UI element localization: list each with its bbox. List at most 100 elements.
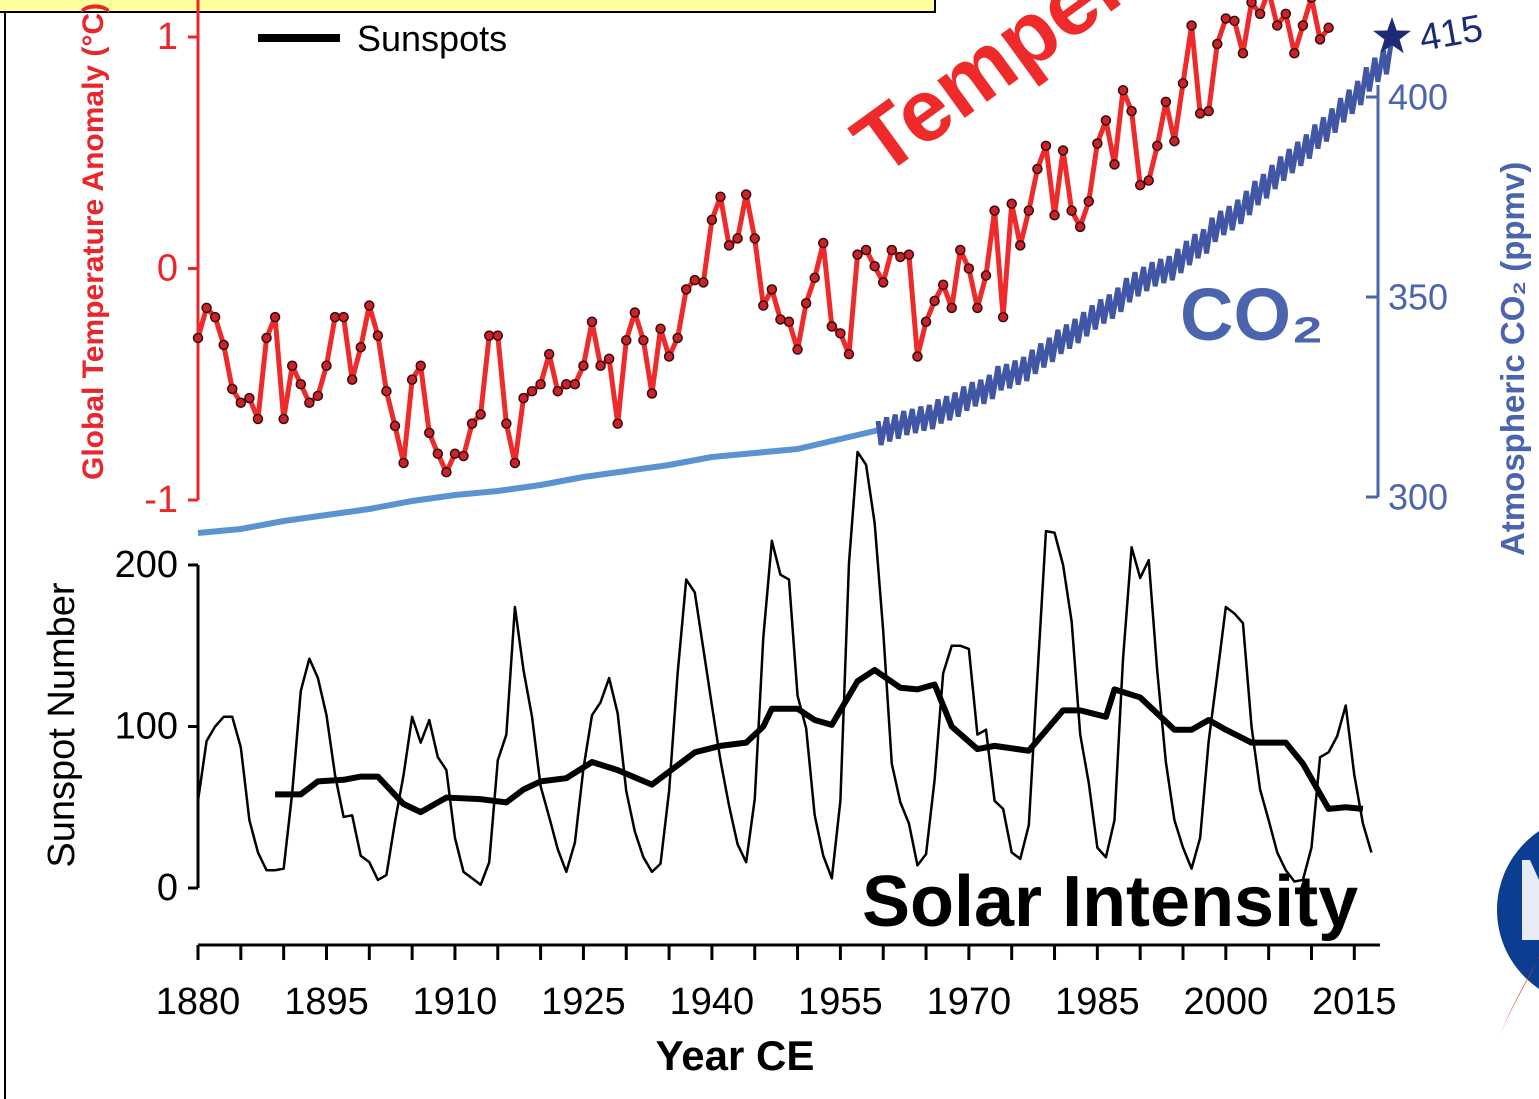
data-point [1126,105,1137,117]
data-point [1057,145,1069,156]
data-point [1306,0,1317,3]
data-point [501,418,512,429]
data-point [586,316,598,328]
y-tick-label: 1 [157,16,178,58]
data-point [680,284,692,295]
data-point [809,272,820,284]
data-point [1194,108,1206,119]
data-point [818,237,829,249]
x-tick-label: 2015 [1312,981,1397,1023]
data-point [235,397,247,409]
data-point [1280,8,1292,20]
nasa-logo [1497,831,1539,1035]
data-point [800,297,812,309]
y-tick-label: 200 [115,544,178,586]
data-point [509,457,521,469]
data-point [929,295,940,307]
data-point [578,360,589,371]
data-point [1066,205,1077,216]
data-point [672,332,683,344]
data-point [835,328,846,339]
data-point [244,392,255,404]
data-point [740,189,752,200]
data-point [603,353,615,365]
series-line [196,450,1373,887]
data-point [612,418,623,429]
y2-axis-label: Atmospheric CO₂ (ppmv) [1494,162,1531,556]
data-point [355,341,366,353]
data-point [955,244,966,256]
data-point [261,332,272,344]
data-point [561,379,572,390]
data-point [552,385,563,397]
data-point [1169,135,1180,147]
x-axis-label: Year CE [656,1032,815,1079]
data-point [1160,96,1172,108]
data-point [732,233,743,244]
y2-tick-label: 400 [1388,77,1448,118]
data-point [775,314,786,325]
y-tick-label: 0 [157,248,178,290]
data-point [766,284,778,295]
y2-tick-label: 350 [1388,277,1448,318]
data-point [535,379,546,390]
data-point [1143,175,1154,186]
data-point [903,249,915,260]
x-tick-label: 1940 [670,981,755,1023]
data-point [1152,140,1163,152]
series-line [875,36,1395,446]
data-point [621,335,632,346]
x-tick-label: 1925 [541,981,626,1023]
data-point [475,409,486,420]
data-point [1074,221,1086,233]
data-point [646,388,658,399]
data-point [1023,205,1035,216]
data-point [492,330,504,341]
data-point [227,383,238,395]
data-point [843,348,855,360]
series-line [197,370,1014,536]
data-point [1314,34,1326,45]
data-point [424,427,435,439]
data-point [1006,198,1017,209]
data-point [1049,210,1060,221]
logo-letter [1522,860,1539,940]
x-tick-label: 1985 [1055,981,1140,1023]
x-tick-label: 1895 [284,981,369,1023]
x-tick-label: 1955 [798,981,883,1023]
data-point [972,302,983,314]
data-point [192,332,204,344]
data-point [381,385,392,397]
data-point [1092,138,1103,149]
y2-tick-label: 300 [1388,477,1448,518]
co2-annotation: CO₂ [1180,273,1324,356]
sunspot-axis-label: Sunspot Number [41,582,83,867]
data-point [295,379,307,390]
data-point [278,413,289,425]
legend-box [0,0,936,13]
data-point [989,205,1000,216]
data-point [1186,20,1197,31]
y-tick-label: 0 [157,867,178,909]
data-point [792,344,803,355]
data-point [415,360,426,371]
data-point [783,316,795,328]
data-point [698,277,709,288]
data-point [937,279,949,290]
data-point [1229,15,1240,27]
data-point [364,300,375,311]
peak-star [1373,17,1411,54]
y-tick-label: 100 [115,706,178,748]
data-point [312,390,324,402]
data-point [1254,8,1266,20]
data-point [1117,85,1129,96]
data-point [1134,179,1146,191]
data-point [432,448,444,459]
x-tick-label: 1910 [413,981,498,1023]
data-point [663,351,675,362]
data-point [1237,47,1249,59]
data-point [441,466,452,478]
data-point [1083,196,1095,207]
